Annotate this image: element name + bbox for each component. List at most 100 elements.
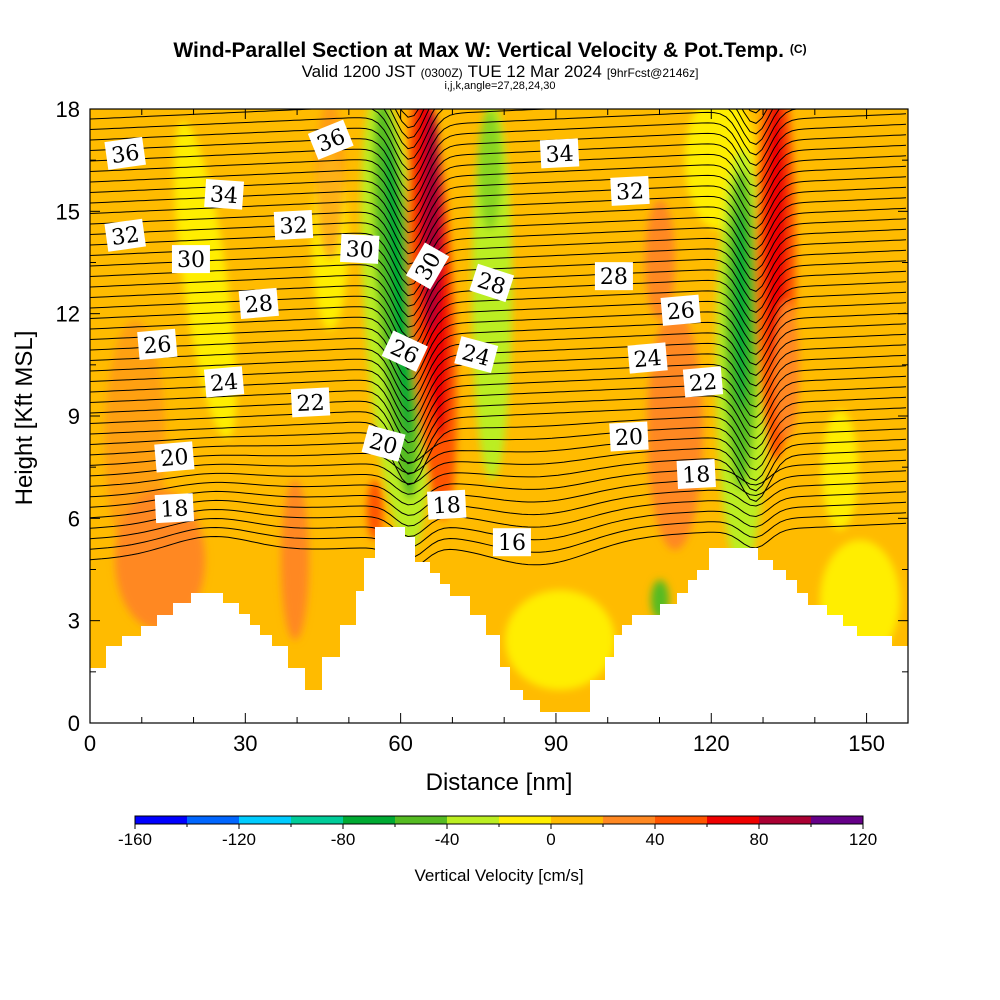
colorbar-tick-label: -120 — [222, 830, 256, 849]
theta-label-box — [204, 178, 245, 210]
theta-label-box — [307, 119, 354, 160]
theta-contour-line — [90, 113, 907, 192]
theta-label-box — [539, 138, 580, 169]
x-tick-label: 30 — [233, 731, 257, 756]
colorbar-swatch — [447, 816, 500, 824]
y-tick-label: 0 — [68, 711, 80, 736]
colorbar-swatch — [395, 816, 448, 824]
theta-contour-line — [90, 491, 907, 538]
theta-label-text: 30 — [177, 248, 205, 273]
colorbar-swatch — [551, 816, 604, 824]
theta-label-text: 24 — [209, 370, 239, 397]
theta-label: 34 — [204, 178, 245, 210]
theta-contour-line — [90, 407, 907, 486]
colorbar-tick-label: 80 — [750, 830, 769, 849]
theta-contour-line — [90, 291, 907, 370]
colorbar-swatch — [707, 816, 760, 824]
theta-label-box — [492, 528, 531, 557]
theta-label-text: 28 — [600, 265, 628, 290]
colorbar-tick-label: -80 — [331, 830, 356, 849]
theta-label: 24 — [203, 366, 245, 398]
theta-label-text: 22 — [296, 391, 325, 417]
x-axis: 0 30 60 90 120 150 — [84, 109, 885, 756]
theta-label-text: 34 — [545, 142, 574, 168]
theta-label-box — [682, 366, 724, 398]
theta-label-box — [427, 489, 467, 520]
colorbar-swatch — [603, 816, 656, 824]
theta-contour-line — [90, 0, 906, 44]
y-tick-label: 3 — [68, 609, 80, 634]
theta-label-text: 32 — [110, 222, 141, 251]
theta-contour-line — [90, 428, 907, 481]
theta-label: 32 — [610, 175, 650, 206]
colorbar-tick-label: -160 — [118, 830, 152, 849]
theta-label-box — [137, 328, 178, 360]
theta-contour-line — [90, 480, 907, 527]
theta-label-box — [609, 421, 649, 452]
theta-contour-line — [90, 365, 907, 444]
theta-contour-line — [90, 333, 907, 412]
colorbar: -160 -120 -80 -40 0 40 80 120 — [118, 815, 877, 849]
colorbar-tick-label: 40 — [646, 830, 665, 849]
theta-contour-line — [90, 438, 907, 492]
theta-label: 36 — [104, 136, 146, 170]
theta-label: 26 — [137, 328, 178, 360]
theta-label-box — [273, 210, 314, 240]
colorbar-swatch — [239, 816, 292, 824]
theta-label: 24 — [627, 342, 668, 374]
theta-contour-line — [90, 323, 907, 402]
theta-label-box — [171, 245, 210, 274]
theta-label: 34 — [539, 138, 580, 169]
velocity-shading — [105, 109, 900, 690]
theta-label-box — [361, 424, 406, 462]
theta-contour-line — [90, 449, 907, 502]
theta-label-text: 32 — [615, 179, 644, 205]
theta-label-box — [104, 218, 146, 252]
theta-label-text: 36 — [110, 141, 141, 170]
theta-label-text: 24 — [633, 346, 663, 373]
colorbar-swatch — [187, 816, 240, 824]
y-axis-label: Height [Kft MSL] — [11, 331, 38, 506]
theta-label-text: 16 — [498, 531, 526, 556]
theta-label-box — [610, 175, 650, 206]
x-tick-label: 0 — [84, 731, 96, 756]
theta-contour-line — [90, 249, 907, 328]
y-tick-label: 15 — [56, 199, 80, 224]
theta-label-box — [154, 441, 195, 473]
terrain-mask — [90, 527, 908, 723]
colorbar-swatch — [759, 816, 812, 824]
colorbar-swatch — [499, 816, 552, 824]
theta-label: 22 — [290, 387, 331, 418]
theta-label-text: 20 — [614, 425, 643, 451]
colorbar-swatch — [343, 816, 396, 824]
theta-label-box — [627, 342, 668, 374]
theta-label-text: 28 — [244, 291, 274, 318]
theta-contour-line — [90, 417, 907, 471]
colorbar-tick-label: 120 — [849, 830, 877, 849]
theta-label: 26 — [660, 294, 701, 326]
theta-label-text: 34 — [209, 182, 239, 209]
theta-contour-line — [90, 459, 907, 506]
theta-contour-line — [90, 144, 907, 223]
theta-label: 22 — [682, 366, 724, 398]
theta-label-box — [594, 262, 633, 291]
chart-title: Wind-Parallel Section at Max W: Vertical… — [173, 39, 806, 62]
theta-label: 28 — [594, 262, 633, 291]
theta-label-box — [290, 387, 331, 418]
colorbar-swatch — [135, 816, 188, 824]
x-tick-label: 60 — [388, 731, 412, 756]
theta-label: 20 — [154, 441, 195, 473]
theta-label-text: 30 — [345, 237, 374, 263]
velocity-field — [90, 0, 908, 723]
theta-label-box — [405, 242, 450, 290]
theta-label: 18 — [427, 489, 467, 520]
theta-label: 16 — [492, 528, 531, 557]
theta-contour-line — [90, 239, 907, 318]
theta-label-text: 18 — [160, 496, 189, 522]
theta-label: 30 — [171, 245, 210, 274]
theta-contours — [90, 0, 907, 569]
theta-contour-line — [90, 0, 906, 33]
